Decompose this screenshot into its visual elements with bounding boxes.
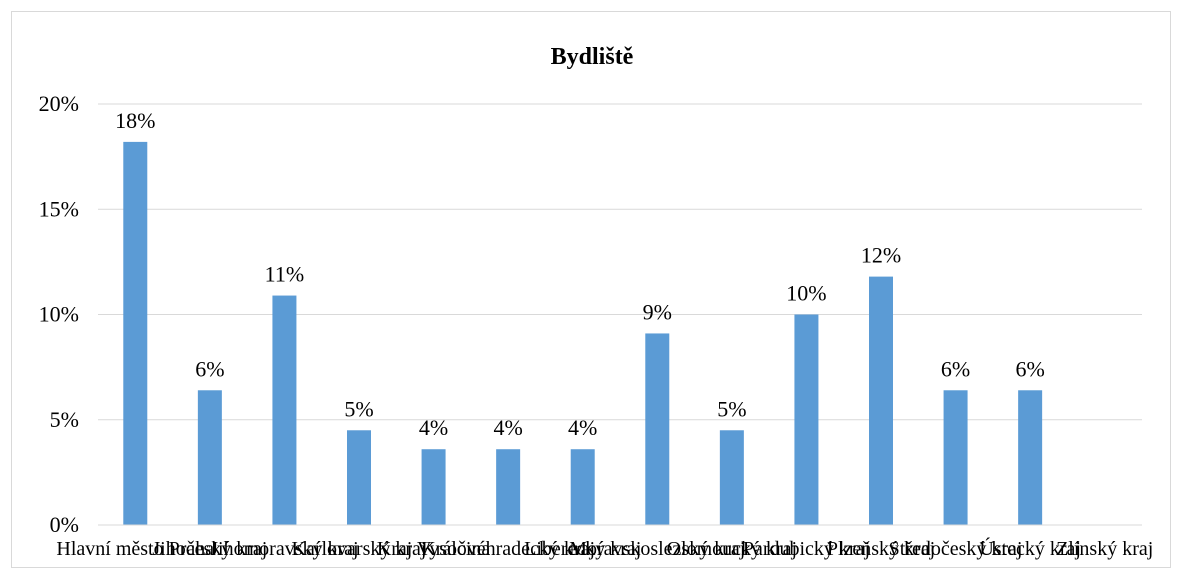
data-label: 4% bbox=[493, 415, 522, 440]
data-label: 4% bbox=[568, 415, 597, 440]
chart-title: Bydliště bbox=[551, 44, 634, 70]
bar bbox=[571, 449, 595, 525]
bar bbox=[272, 296, 296, 525]
data-label: 5% bbox=[717, 396, 746, 421]
data-label: 4% bbox=[419, 415, 448, 440]
bar bbox=[645, 333, 669, 525]
bar bbox=[198, 390, 222, 525]
y-tick-label: 5% bbox=[50, 407, 79, 432]
data-label: 6% bbox=[195, 356, 224, 381]
bar bbox=[347, 430, 371, 525]
bar bbox=[720, 430, 744, 525]
data-label: 12% bbox=[861, 243, 901, 268]
chart-frame: Bydliště 0% 5% 10% 15% 20% 18% 6% 11% 5% 4% 4% 4% 9… bbox=[11, 11, 1171, 568]
category-label: Zlínský kraj bbox=[1056, 538, 1153, 560]
y-axis-ticks: 0% 5% 10% 15% 20% bbox=[39, 91, 79, 537]
data-label: 6% bbox=[941, 356, 970, 381]
bar bbox=[869, 277, 893, 525]
y-tick-label: 10% bbox=[39, 302, 79, 327]
data-label: 9% bbox=[643, 299, 672, 324]
y-tick-label: 0% bbox=[50, 512, 79, 537]
data-label: 11% bbox=[265, 262, 305, 287]
gridlines bbox=[98, 104, 1142, 420]
y-tick-label: 20% bbox=[39, 91, 79, 116]
bar bbox=[123, 142, 147, 525]
bar bbox=[794, 315, 818, 526]
y-tick-label: 15% bbox=[39, 196, 79, 221]
data-labels: 18% 6% 11% 5% 4% 4% 4% 9% 5% 10% 12% 6% 6% bbox=[115, 108, 1045, 440]
data-label: 5% bbox=[344, 396, 373, 421]
bar bbox=[1018, 390, 1042, 525]
bar bbox=[496, 449, 520, 525]
data-label: 10% bbox=[786, 281, 826, 306]
bar-chart: Bydliště 0% 5% 10% 15% 20% 18% 6% 11% 5% 4% 4% 4% 9… bbox=[12, 12, 1172, 569]
bars bbox=[123, 142, 1042, 525]
bar bbox=[944, 390, 968, 525]
bar bbox=[422, 449, 446, 525]
data-label: 6% bbox=[1015, 356, 1044, 381]
data-label: 18% bbox=[115, 108, 155, 133]
